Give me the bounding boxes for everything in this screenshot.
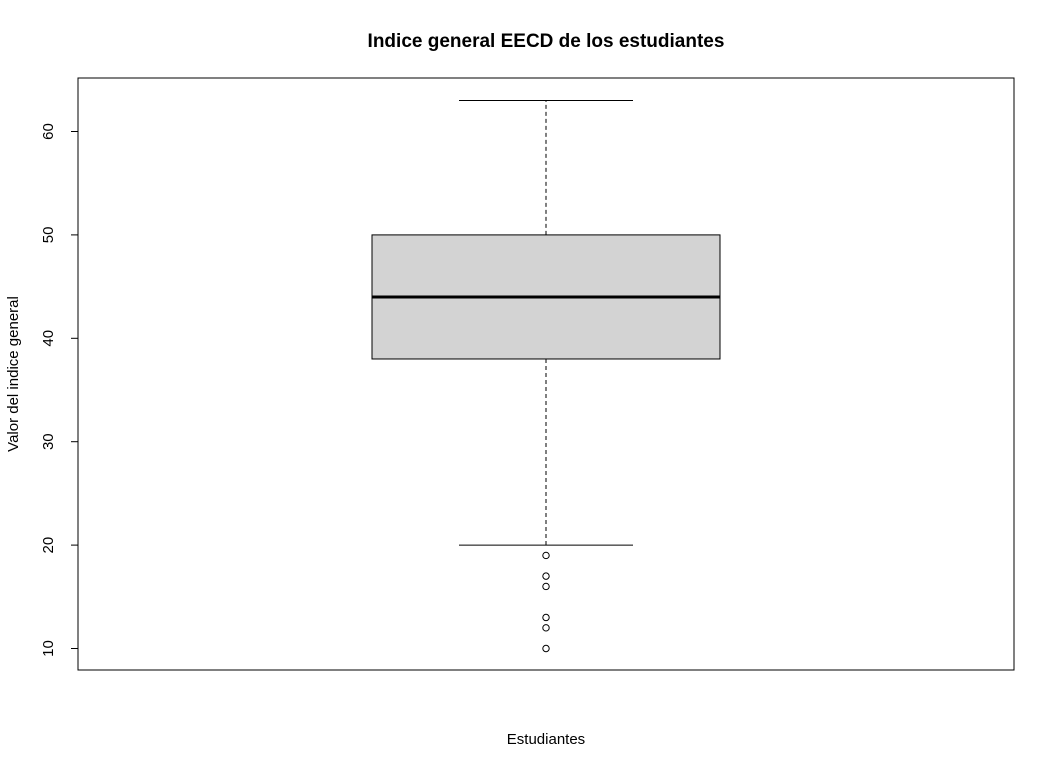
y-tick-label: 40 [40, 330, 57, 347]
y-axis-label: Valor del indice general [5, 296, 22, 452]
chart-title: Indice general EECD de los estudiantes [368, 31, 725, 52]
y-tick-label: 30 [40, 433, 57, 450]
y-tick-label: 10 [40, 640, 57, 657]
outlier-point [542, 551, 550, 560]
outlier-point [542, 582, 550, 591]
boxplot-series [371, 99, 721, 653]
x-axis-label: Estudiantes [507, 731, 585, 748]
y-axis: 10 20 30 40 50 60 [40, 123, 79, 657]
y-tick-label: 20 [40, 537, 57, 554]
outlier-point [542, 644, 550, 653]
outlier-point [542, 613, 550, 622]
outlier-point [542, 572, 550, 580]
y-tick-label: 60 [40, 123, 57, 140]
y-tick-label: 50 [40, 227, 57, 244]
outlier-point [542, 624, 550, 632]
